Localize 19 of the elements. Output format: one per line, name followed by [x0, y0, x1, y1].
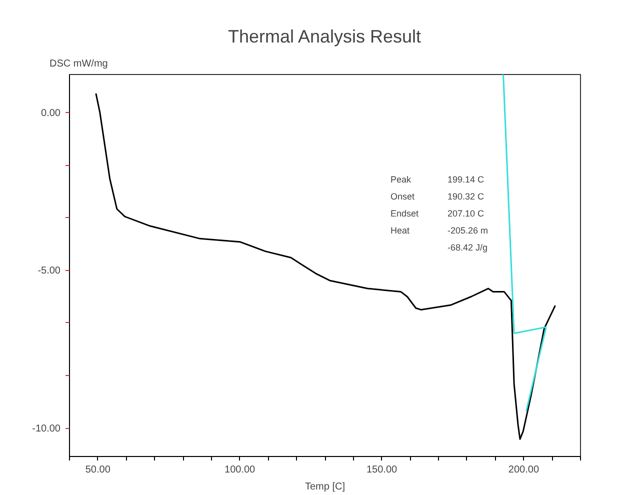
- y-tick-label: -5.00: [38, 266, 61, 277]
- annotation: 199.14 C: [448, 174, 485, 184]
- y-tick-label: -10.00: [32, 424, 61, 435]
- annotation: 190.32 C: [448, 192, 485, 202]
- y-axis-title: DSC mW/mg: [50, 58, 108, 70]
- annotation: Peak: [390, 174, 412, 184]
- chart-title: Thermal Analysis Result: [228, 26, 422, 46]
- annotation: Heat: [390, 226, 410, 236]
- annotation: Endset: [390, 208, 420, 218]
- x-tick-label: 150.00: [366, 464, 398, 476]
- y-tick-label: 0.00: [41, 108, 61, 119]
- annotation: Onset: [390, 192, 416, 202]
- annotation: -68.42 J/g: [448, 242, 488, 252]
- x-tick-label: 50.00: [85, 464, 111, 476]
- annotation: -205.26 m: [448, 226, 488, 236]
- x-tick-label: 200.00: [508, 464, 540, 476]
- annotation: 207.10 C: [448, 208, 485, 218]
- x-tick-label: 100.00: [224, 464, 256, 476]
- x-axis-title: Temp [C]: [304, 482, 346, 492]
